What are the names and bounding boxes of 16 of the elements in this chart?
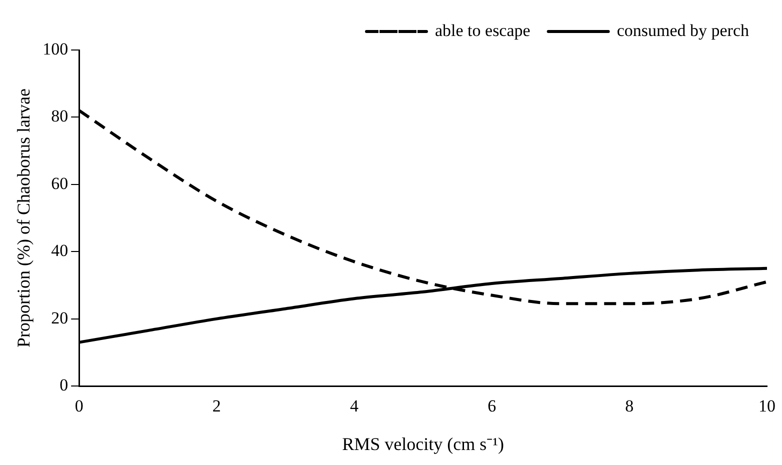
x-axis-title: RMS velocity (cm s⁻¹) bbox=[342, 434, 504, 454]
legend-label: consumed by perch bbox=[616, 20, 750, 40]
x-tick-label: 2 bbox=[212, 396, 221, 416]
y-axis-title: Proportion (%) of Chaoborus larvae bbox=[14, 88, 34, 348]
x-tick-label: 10 bbox=[758, 396, 776, 416]
legend-label: able to escape bbox=[434, 20, 530, 40]
y-tick-label: 100 bbox=[42, 39, 68, 58]
x-tick-label: 4 bbox=[350, 396, 360, 416]
y-tick-label: 60 bbox=[51, 174, 68, 193]
x-tick-label: 6 bbox=[488, 396, 496, 416]
y-tick-label: 40 bbox=[51, 241, 68, 260]
y-tick-label: 20 bbox=[51, 308, 68, 328]
y-tick-label: 0 bbox=[60, 375, 68, 394]
x-tick-label: 0 bbox=[74, 396, 84, 416]
x-tick-label: 8 bbox=[625, 396, 634, 416]
y-tick-label: 80 bbox=[51, 106, 68, 126]
